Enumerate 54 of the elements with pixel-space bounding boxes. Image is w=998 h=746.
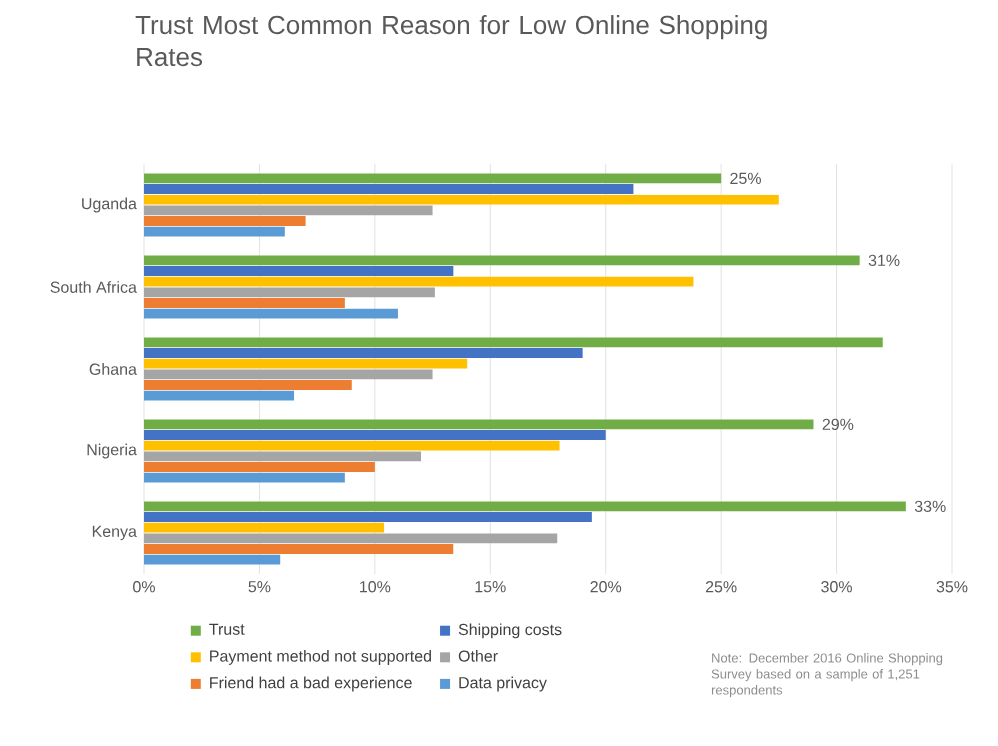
bar [144,266,454,276]
x-tick-label: 20% [590,581,622,593]
y-tick-label: Uganda [82,197,137,213]
bar [144,255,860,266]
bar [144,173,722,184]
chart-title: Trust Most Common Reason for Low Online Shopping Rates [135,15,767,67]
bar [144,522,385,533]
legend-label: Data privacy [459,676,547,692]
legend-label: Friend had a bad experience [210,676,412,692]
bar [144,226,285,237]
x-tick-label: 35% [936,581,968,593]
bar [144,533,558,544]
bar [144,380,352,390]
bar [144,358,468,369]
data-label: 31% [868,254,900,267]
x-tick-label: 15% [475,581,506,593]
bar [144,440,560,451]
bar [144,194,779,205]
bar [144,554,281,565]
y-tick-label: Kenya [92,525,137,541]
bar [144,348,583,358]
legend-label: Trust [209,623,245,635]
bar [144,276,694,287]
legend-label: Payment method not supported [210,649,431,665]
legend-label: Other [458,649,498,662]
bar [144,216,306,226]
bar [144,298,345,308]
bar [144,462,375,472]
x-tick-label: 30% [821,581,852,593]
bar [144,544,454,554]
y-tick-label: Ghana [89,363,137,375]
bar [144,287,435,298]
y-tick-label: South Africa [50,281,137,293]
x-tick-label: 0% [133,581,155,593]
x-tick-label: 10% [360,581,391,593]
bar [144,430,606,440]
bar [144,390,295,401]
x-tick-label: 25% [705,581,737,593]
bar [144,419,814,430]
bar [144,184,634,194]
bar [144,472,345,483]
data-label: 33% [914,500,946,513]
bar [144,501,906,512]
bar [144,512,592,522]
bar [144,369,433,380]
x-tick-label: 5% [248,581,271,593]
data-label: 29% [822,418,854,431]
bar [144,205,433,216]
bar [144,451,422,462]
bar [144,308,398,319]
data-label: 25% [730,172,761,185]
legend-label: Shipping costs [458,623,562,639]
bar [144,337,883,348]
y-tick-label: Nigeria [87,443,137,459]
